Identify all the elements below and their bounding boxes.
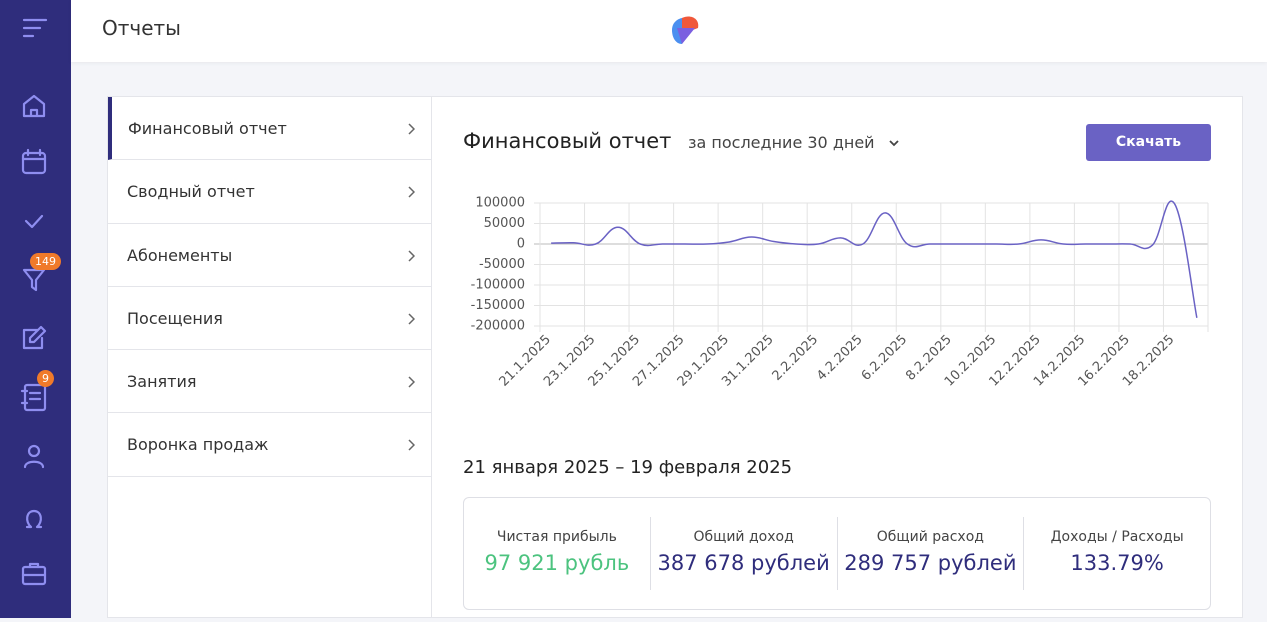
chevron [408,313,415,325]
menu-item-label: Занятия [127,372,197,392]
stat-label: Чистая прибыль [496,529,617,545]
stat: Общий расход 289 757 рублей [838,517,1025,590]
report-menu: Финансовый отчет Сводный отчет Абонементы П… [107,96,432,618]
stat-label: Общий расход [876,529,984,545]
top-bar: Отчеты [71,0,1267,62]
menu-item-label: Абонементы [127,245,233,265]
menu-item[interactable]: Финансовый отчет [108,97,431,161]
chevron [408,123,415,135]
x-tick-label: 2.2.2025 [770,332,822,384]
dropdown-icon[interactable] [888,139,900,147]
menu-item-label: Воронка продаж [127,435,269,455]
menu-item[interactable]: Абонементы [108,224,431,287]
menu-item-label: Сводный отчет [127,182,255,202]
stat-value: 97 921 рубль [484,551,630,575]
stat-value: 133.79% [1070,551,1164,575]
period-select[interactable]: за последние 30 дней [688,133,875,152]
badge: 9 [37,370,54,387]
y-tick-label: -50000 [479,257,525,272]
logo [672,16,699,44]
stats-card: Чистая прибыль 97 921 рубль Общий доход 387… [463,497,1211,610]
stat: Чистая прибыль 97 921 рубль [464,517,651,590]
report-title: Финансовый отчет [463,129,672,153]
menu-item[interactable]: Воронка продаж [108,413,431,477]
page-title: Отчеты [102,16,181,40]
chart: -200000 -150000 -100000 -50000 0 50000 100000 2… [471,196,1209,390]
chevron [408,250,415,262]
chevron [408,376,415,388]
stat-label: Общий доход [693,529,794,545]
stat-label: Доходы / Расходы [1050,529,1184,545]
y-tick-label: -150000 [471,298,525,313]
y-tick-label: 0 [517,237,525,252]
date-range: 21 января 2025 – 19 февраля 2025 [463,457,793,478]
y-tick-label: 100000 [475,196,525,211]
chevron [408,439,415,452]
menu-item-label: Посещения [127,308,223,328]
sidebar: 149 9 [0,0,71,618]
menu-item[interactable]: Сводный отчет [108,160,431,224]
stat: Общий доход 387 678 рублей [651,517,838,590]
badge: 149 [30,253,61,270]
stat: Доходы / Расходы 133.79% [1024,517,1210,590]
y-tick-label: -200000 [471,319,525,334]
y-tick-label: -100000 [471,278,525,293]
stat-value: 289 757 рублей [844,551,1017,575]
menu-item[interactable]: Занятия [108,350,431,414]
x-tick-label: 6.2.2025 [859,332,911,384]
sidebar-icons [20,18,48,586]
menu-item[interactable]: Посещения [108,287,431,351]
download-button[interactable]: Скачать [1086,124,1211,161]
x-tick-label: 4.2.2025 [814,332,866,384]
menu-item-label: Финансовый отчет [128,119,287,138]
chevron [408,186,415,198]
line [551,200,1198,318]
stat-value: 387 678 рублей [657,551,830,575]
y-tick-label: 50000 [484,216,525,231]
